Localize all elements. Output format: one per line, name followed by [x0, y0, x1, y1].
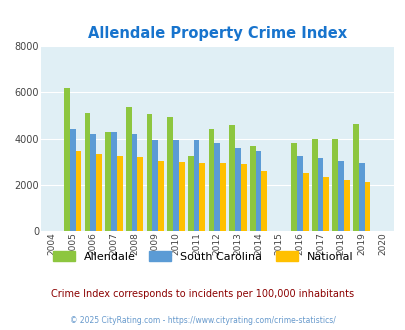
Bar — [167, 116, 173, 231]
Bar — [126, 108, 131, 231]
Bar — [64, 88, 70, 231]
Bar — [199, 163, 205, 231]
Bar — [255, 151, 261, 231]
Bar — [111, 132, 117, 231]
Bar — [90, 134, 96, 231]
Bar — [343, 180, 349, 231]
Bar — [152, 140, 158, 231]
Title: Allendale Property Crime Index: Allendale Property Crime Index — [87, 26, 346, 41]
Bar — [358, 163, 364, 231]
Bar — [75, 151, 81, 231]
Text: © 2025 CityRating.com - https://www.cityrating.com/crime-statistics/: © 2025 CityRating.com - https://www.city… — [70, 316, 335, 325]
Bar — [173, 140, 178, 231]
Bar — [96, 154, 102, 231]
Bar — [84, 113, 90, 231]
Bar — [240, 164, 246, 231]
Bar — [317, 158, 323, 231]
Bar — [364, 182, 370, 231]
Text: Crime Index corresponds to incidents per 100,000 inhabitants: Crime Index corresponds to incidents per… — [51, 289, 354, 299]
Bar — [290, 143, 296, 231]
Bar — [249, 146, 255, 231]
Bar — [131, 134, 137, 231]
Bar — [117, 156, 122, 231]
Bar — [105, 132, 111, 231]
Bar — [146, 114, 152, 231]
Bar — [323, 177, 328, 231]
Bar — [261, 171, 266, 231]
Bar — [229, 125, 234, 231]
Bar — [208, 129, 214, 231]
Bar — [70, 129, 75, 231]
Bar — [302, 173, 308, 231]
Legend: Allendale, South Carolina, National: Allendale, South Carolina, National — [48, 247, 357, 267]
Bar — [352, 123, 358, 231]
Bar — [311, 139, 317, 231]
Bar — [214, 143, 220, 231]
Bar — [188, 156, 193, 231]
Bar — [234, 148, 240, 231]
Bar — [178, 162, 184, 231]
Bar — [137, 157, 143, 231]
Bar — [220, 163, 225, 231]
Bar — [193, 140, 199, 231]
Bar — [337, 160, 343, 231]
Bar — [158, 160, 164, 231]
Bar — [296, 156, 302, 231]
Bar — [332, 139, 337, 231]
